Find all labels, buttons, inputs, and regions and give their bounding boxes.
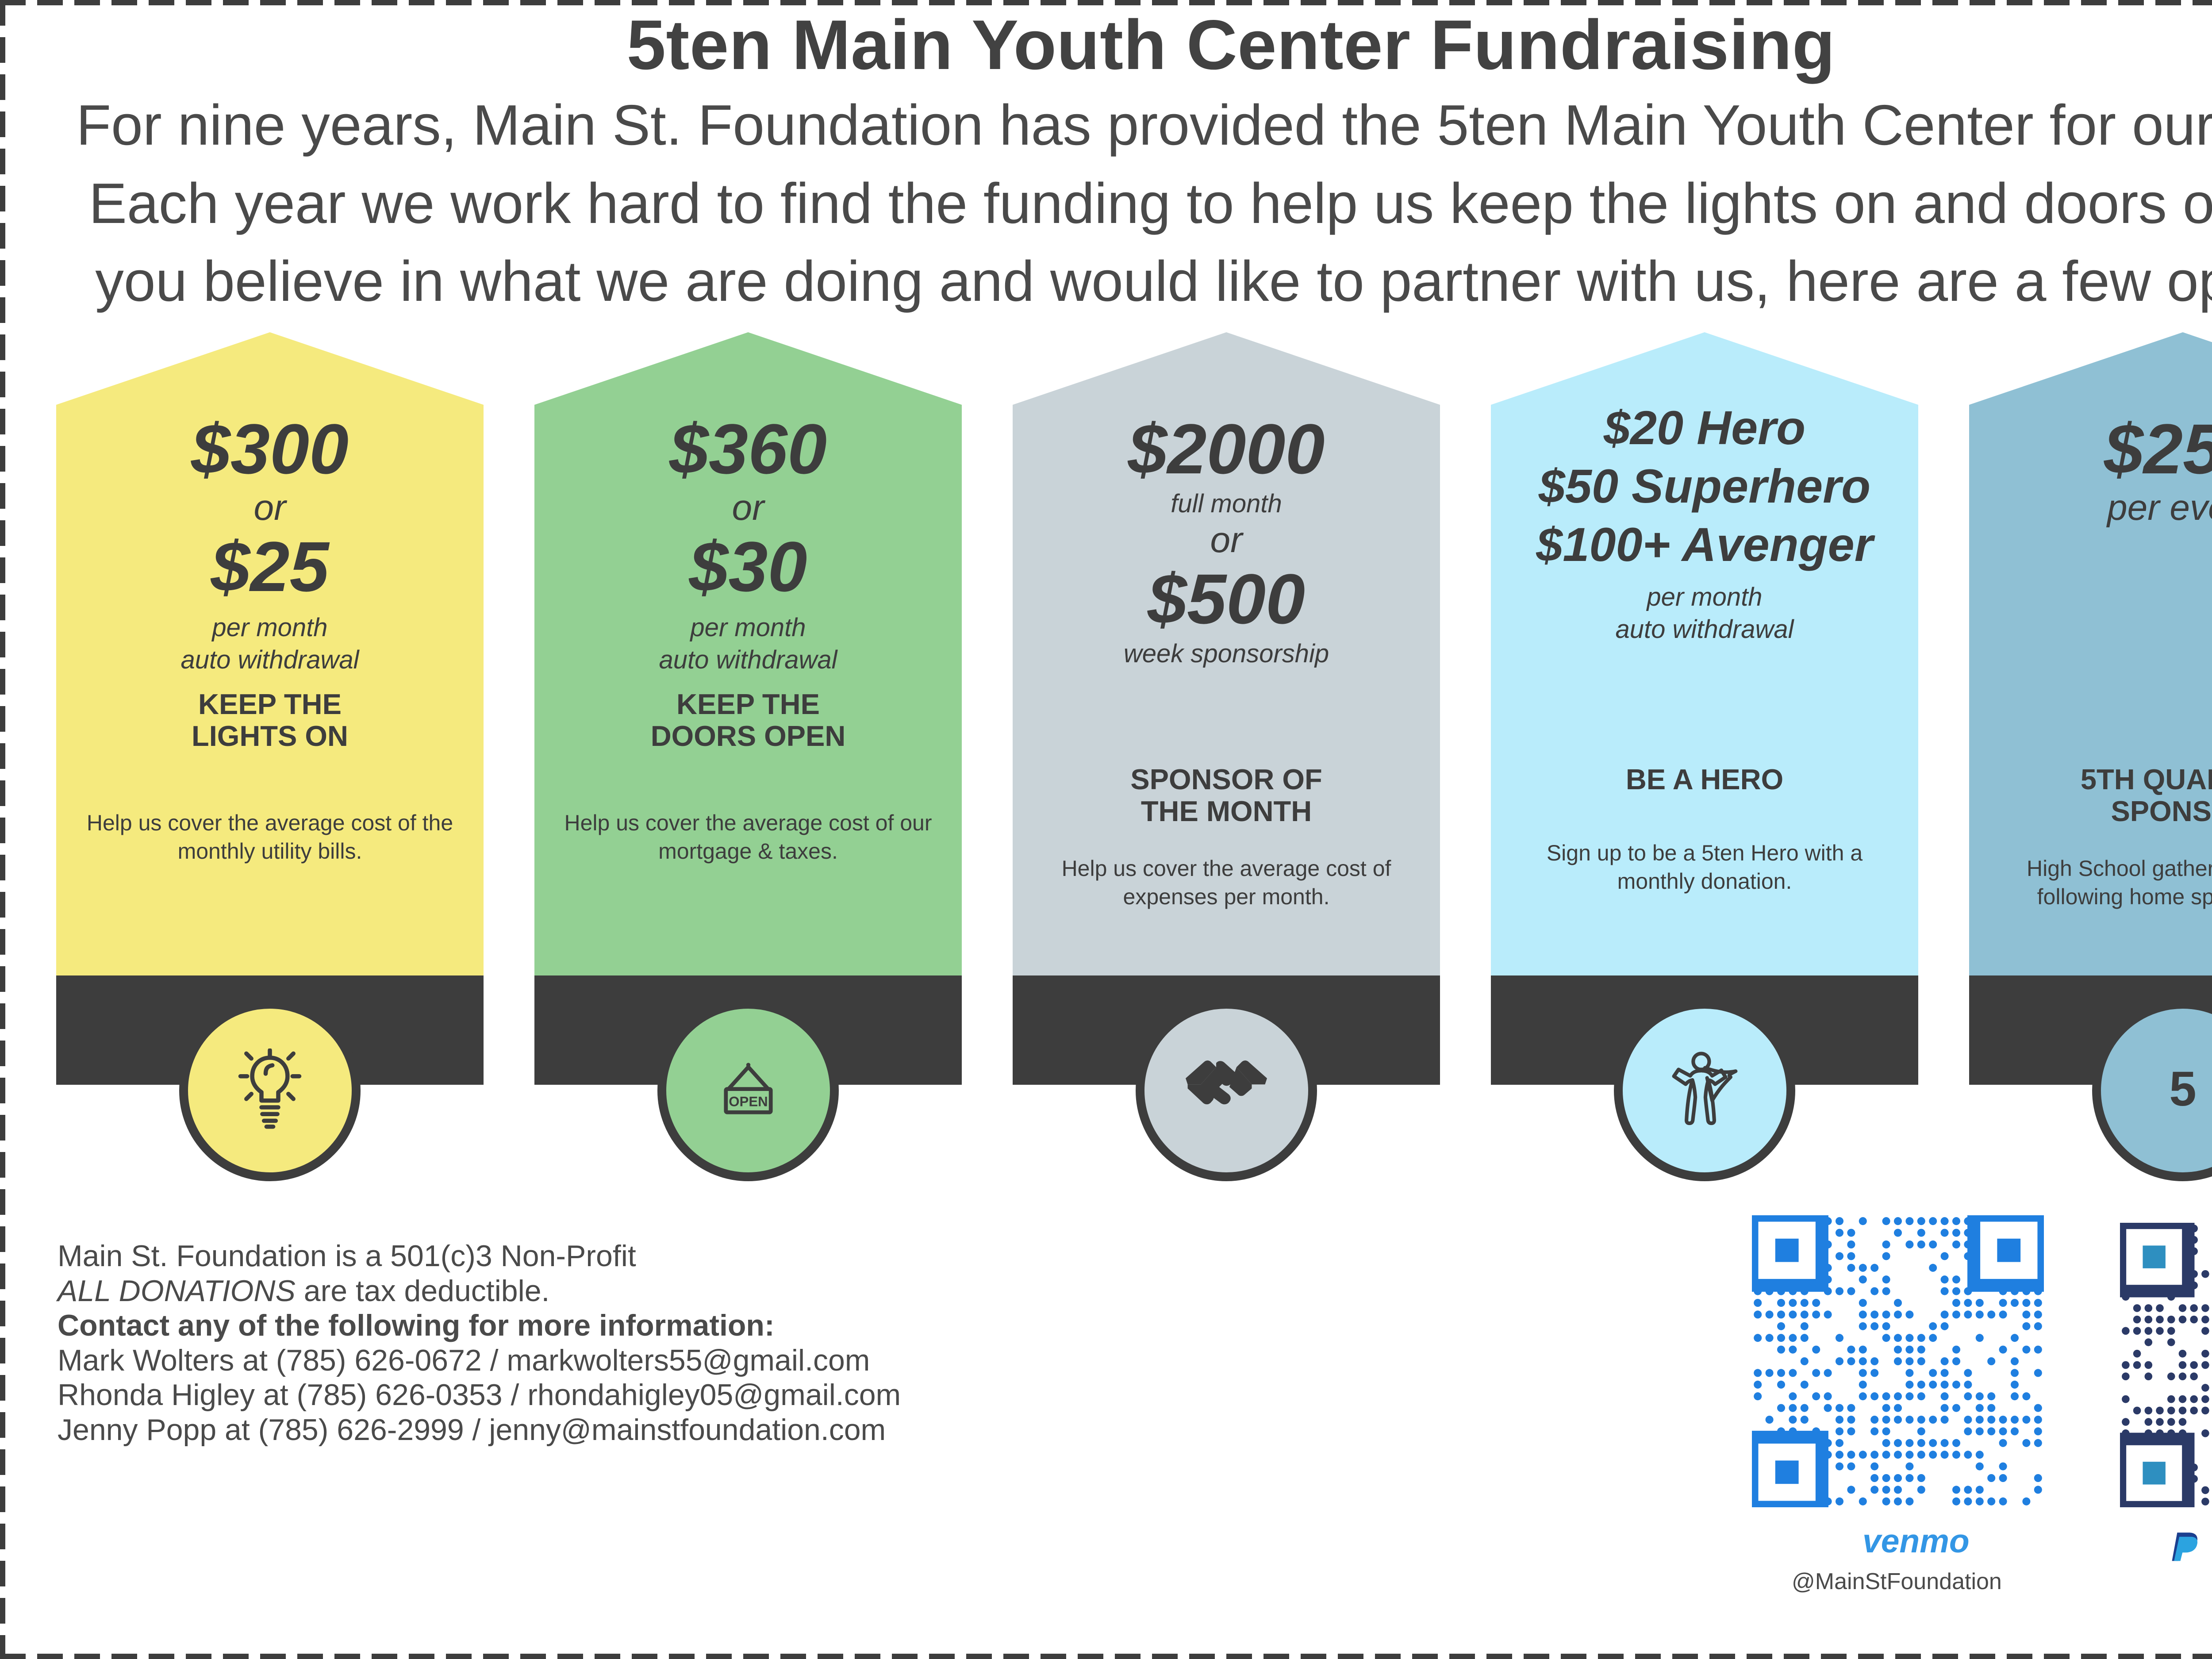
svg-text:OPEN: OPEN <box>729 1094 768 1109</box>
svg-text:5: 5 <box>2169 1062 2196 1116</box>
